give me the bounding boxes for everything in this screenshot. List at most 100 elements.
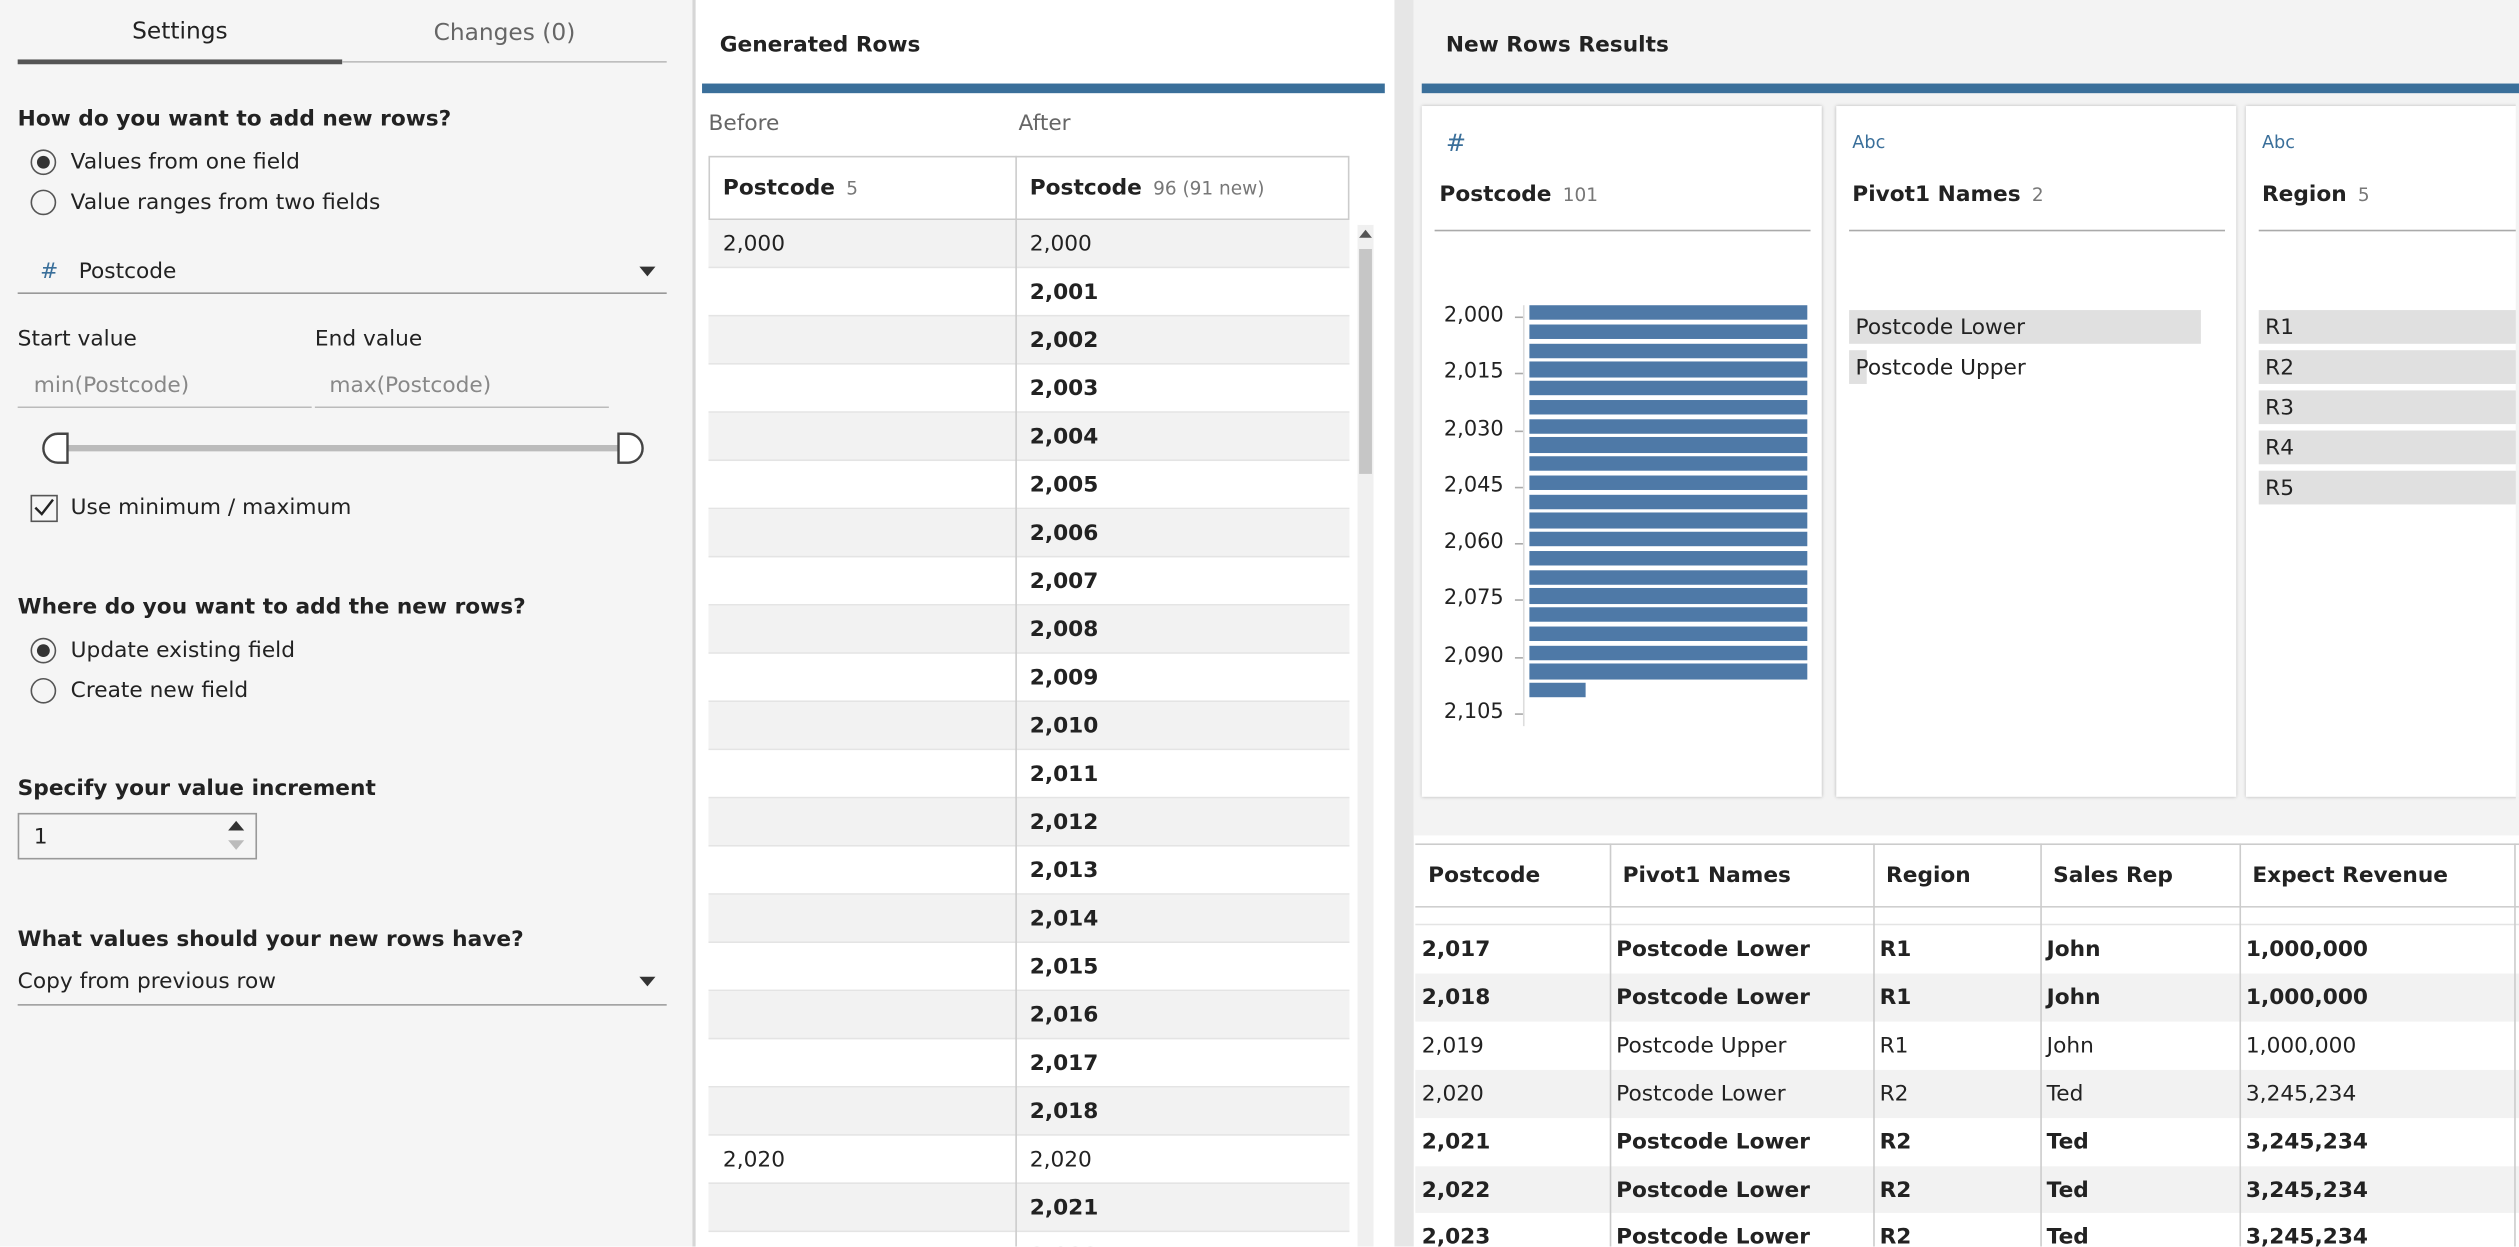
radio-label[interactable]: Values from one field xyxy=(70,149,300,176)
histogram-bar[interactable] xyxy=(1529,664,1808,680)
tick-mark xyxy=(1514,713,1523,715)
column-header[interactable]: Sales Rep xyxy=(2053,862,2173,889)
question: Specify your value increment xyxy=(17,775,376,802)
column-header[interactable]: Postcode xyxy=(1428,862,1541,889)
cell: 2,007 xyxy=(1029,568,1099,595)
cell: 2,011 xyxy=(1029,761,1099,788)
field-count: 5 xyxy=(2357,183,2370,206)
select-value[interactable]: Copy from previous row xyxy=(17,968,277,995)
table-row xyxy=(1415,1213,2519,1247)
value-label[interactable]: R3 xyxy=(2265,395,2295,421)
card-title: Region 5 xyxy=(2262,180,2370,209)
histogram-bar[interactable] xyxy=(1529,550,1808,566)
column-group: Before xyxy=(708,110,780,137)
value-label[interactable]: R5 xyxy=(2265,475,2295,502)
cell: 1,000,000 xyxy=(2245,1032,2357,1059)
header-bar xyxy=(1421,83,2519,94)
cell: 2,000 xyxy=(722,231,786,258)
histogram-bar[interactable] xyxy=(1529,588,1808,604)
cell: John xyxy=(2046,984,2101,1011)
value-bar[interactable] xyxy=(2258,430,2519,465)
column-divider xyxy=(2514,843,2516,1247)
value-label[interactable]: Postcode Lower xyxy=(1855,314,2026,341)
cell: 1,000,000 xyxy=(2245,936,2369,963)
cell: 2,019 xyxy=(1421,1032,1484,1059)
column-header[interactable]: Region xyxy=(1886,862,1971,889)
histogram-bar[interactable] xyxy=(1529,456,1808,472)
histogram-bar[interactable] xyxy=(1529,494,1808,510)
histogram-bar[interactable] xyxy=(1529,513,1808,528)
panel-title: Generated Rows xyxy=(719,32,921,58)
histogram-bar[interactable] xyxy=(1529,569,1808,585)
value-label[interactable]: R4 xyxy=(2265,435,2295,462)
field-name[interactable]: Postcode xyxy=(78,258,177,285)
value-bar[interactable] xyxy=(2258,350,2519,384)
y-tick-label: 2,060 xyxy=(1443,530,1504,555)
column-count: 5 xyxy=(846,176,859,200)
value-label[interactable]: R1 xyxy=(2265,314,2295,341)
histogram-bar[interactable] xyxy=(1529,645,1808,661)
cell: 3,245,234 xyxy=(2245,1176,2369,1203)
histogram-bar[interactable] xyxy=(1529,418,1808,434)
column-header[interactable]: Pivot1 Names xyxy=(1622,862,1791,889)
value-bar[interactable] xyxy=(1849,310,2201,344)
histogram-bar[interactable] xyxy=(1529,475,1808,491)
histogram-bar[interactable] xyxy=(1529,531,1808,547)
cell: 2,008 xyxy=(1029,616,1099,643)
increment-value[interactable]: 1 xyxy=(33,824,48,850)
question: What values should your new rows have? xyxy=(17,926,524,953)
histogram-bar[interactable] xyxy=(1529,399,1808,415)
column-header[interactable]: Expect Revenue xyxy=(2252,862,2448,889)
cell: 2,020 xyxy=(722,1147,786,1173)
cell: 2,020 xyxy=(1421,1080,1484,1107)
histogram-bar[interactable] xyxy=(1529,361,1808,377)
histogram-bar[interactable] xyxy=(1529,324,1808,339)
divider xyxy=(692,0,696,1247)
tick-mark xyxy=(1514,429,1523,432)
placeholder[interactable]: min(Postcode) xyxy=(33,372,190,399)
radio-label[interactable]: Value ranges from two fields xyxy=(70,189,381,216)
radio-label[interactable]: Update existing field xyxy=(70,637,295,664)
histogram-bar[interactable] xyxy=(1529,607,1808,623)
value-label[interactable]: R2 xyxy=(2265,355,2295,381)
histogram-bar[interactable] xyxy=(1529,343,1808,358)
histogram-bar[interactable] xyxy=(1529,437,1808,453)
tab[interactable]: Settings xyxy=(132,19,228,45)
table-row xyxy=(708,1087,1350,1136)
histogram-bar[interactable] xyxy=(1529,683,1585,698)
value-bar[interactable] xyxy=(1849,350,1868,384)
cell: R1 xyxy=(1879,936,1912,963)
cell: R1 xyxy=(1879,984,1912,1011)
histogram-bar[interactable] xyxy=(1529,380,1808,396)
field-count: 2 xyxy=(2031,183,2044,206)
tick-mark xyxy=(1514,543,1523,545)
tab[interactable]: Changes (0) xyxy=(433,20,576,47)
card-underline xyxy=(1849,229,2226,232)
column-divider xyxy=(2239,843,2242,1247)
value-label[interactable]: Postcode Upper xyxy=(1855,355,2026,381)
cell: 2,018 xyxy=(1029,1098,1099,1125)
cell: R2 xyxy=(1879,1224,1912,1247)
value-bar[interactable] xyxy=(2258,310,2519,344)
scroll-arrow[interactable] xyxy=(1357,225,1373,241)
table-row xyxy=(1415,1021,2519,1070)
placeholder[interactable]: max(Postcode) xyxy=(329,372,492,399)
histogram-bar[interactable] xyxy=(1529,626,1808,642)
y-tick-label: 2,075 xyxy=(1443,587,1504,612)
type-icon: Abc xyxy=(2261,131,2295,153)
radio-label[interactable]: Create new field xyxy=(70,677,249,704)
column-count: 96 (91 new) xyxy=(1153,176,1265,200)
value-bar[interactable] xyxy=(2258,470,2519,505)
scrollbar[interactable] xyxy=(1357,224,1374,1247)
histogram-bar[interactable] xyxy=(1529,305,1808,321)
table-row xyxy=(708,605,1350,654)
table-header xyxy=(708,155,1350,221)
table-row xyxy=(1415,907,2519,926)
cell: 2,020 xyxy=(1029,1147,1092,1173)
value-bar[interactable] xyxy=(2258,390,2519,425)
checkbox-label[interactable]: Use minimum / maximum xyxy=(70,494,352,521)
scrollbar-thumb[interactable] xyxy=(1359,249,1372,474)
tick-mark xyxy=(1514,656,1523,659)
table-row xyxy=(708,509,1350,558)
